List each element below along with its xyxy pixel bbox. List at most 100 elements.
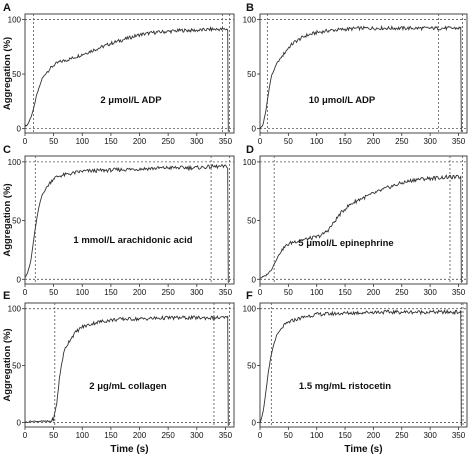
x-tick-label: 300 [423,288,437,297]
x-tick-label: 0 [258,288,263,297]
x-tick-label: 150 [104,431,118,440]
y-tick-label: 0 [252,125,257,134]
agonist-label: 1.5 mg/mL ristocetin [299,381,391,392]
x-tick-label: 250 [161,431,175,440]
x-tick-label: 50 [49,431,58,440]
x-tick-label: 350 [452,431,466,440]
plot-frame [24,302,235,428]
panel-letter: F [246,290,253,302]
x-tick-label: 0 [23,431,28,440]
y-tick-label: 100 [8,15,22,24]
plot-frame [24,13,235,134]
y-tick-label: 50 [12,70,21,79]
x-tick-label: 150 [104,137,118,146]
aggregation-trace [24,314,229,426]
aggregation-trace [24,163,229,283]
x-tick-label: 200 [133,288,147,297]
panel-letter: A [3,2,11,14]
x-tick-label: 300 [190,137,204,146]
y-tick-label: 100 [243,15,257,24]
panel-d: 0 50 100 150 200 250 300 350 0 50 100 D 5 μmol/L epi… [243,144,468,297]
agonist-label: 10 μmol/L ADP [309,95,376,106]
x-tick-label: 50 [49,137,58,146]
panel-c: 0 50 100 150 200 250 300 350 0 50 100 Aggregation (… [2,144,235,297]
x-tick-label: 350 [452,137,466,146]
x-tick-label: 100 [76,431,90,440]
x-tick-label: 0 [258,431,263,440]
agonist-label: 1 mmol/L arachidonic acid [73,235,192,246]
y-axis-label: Aggregation (%) [2,37,13,110]
aggregation-trace [259,24,462,132]
y-axis-label: Aggregation (%) [2,328,13,401]
plot-frame [24,155,235,285]
y-tick-label: 100 [8,158,22,167]
y-tick-label: 0 [252,275,257,284]
aggregation-trace [259,174,462,283]
x-tick-label: 250 [395,288,409,297]
y-tick-label: 0 [17,418,22,427]
x-tick-label: 50 [284,431,293,440]
y-axis-label: Aggregation (%) [2,183,13,256]
y-tick-label: 50 [247,217,256,226]
x-tick-label: 150 [338,431,352,440]
y-tick-label: 100 [243,305,257,314]
panel-letter: D [246,144,254,156]
x-tick-label: 150 [338,288,352,297]
x-tick-label: 350 [219,288,233,297]
y-tick-label: 50 [247,362,256,371]
y-tick-label: 0 [17,275,22,284]
x-tick-label: 350 [219,137,233,146]
panel-letter: B [246,2,254,14]
y-tick-label: 0 [17,125,22,134]
x-tick-label: 0 [23,288,28,297]
x-tick-label: 0 [23,137,28,146]
x-tick-label: 200 [133,431,147,440]
x-tick-label: 300 [190,288,204,297]
x-tick-label: 150 [338,137,352,146]
aggregation-trace [24,26,229,132]
agonist-label: 2 μg/mL collagen [89,381,167,392]
panel-letter: E [3,290,10,302]
y-tick-label: 100 [8,305,22,314]
x-tick-label: 50 [284,137,293,146]
x-tick-label: 250 [161,288,175,297]
x-tick-label: 250 [395,137,409,146]
panel-letter: C [3,144,11,156]
x-tick-label: 0 [258,137,263,146]
plot-frame [259,13,468,134]
x-tick-label: 100 [310,288,324,297]
plot-frame [259,302,468,428]
y-tick-label: 100 [243,158,257,167]
y-tick-label: 50 [247,70,256,79]
x-tick-label: 150 [104,288,118,297]
x-axis-label: Time (s) [344,444,382,455]
x-tick-label: 50 [284,288,293,297]
x-tick-label: 100 [310,137,324,146]
y-tick-label: 50 [12,217,21,226]
agonist-label: 5 μmol/L epinephrine [298,238,393,249]
x-tick-label: 350 [452,288,466,297]
x-tick-label: 250 [395,431,409,440]
x-tick-label: 300 [423,431,437,440]
x-tick-label: 100 [76,137,90,146]
x-tick-label: 200 [367,288,381,297]
y-tick-label: 50 [12,362,21,371]
panel-a: 0 50 100 150 200 250 300 350 0 50 100 Aggregation (… [2,2,235,146]
x-tick-label: 200 [367,137,381,146]
plot-frame [259,155,468,285]
x-tick-label: 300 [190,431,204,440]
panel-e: 0 50 100 150 200 250 300 350 0 50 100 Aggregation (… [2,290,235,455]
panel-f: 0 50 100 150 200 250 300 350 0 50 100 Time (s) F 1.5 … [243,290,468,455]
y-tick-label: 0 [252,418,257,427]
x-tick-label: 300 [423,137,437,146]
x-tick-label: 50 [49,288,58,297]
x-tick-label: 200 [133,137,147,146]
agonist-label: 2 μmol/L ADP [100,95,162,106]
aggregation-trace [259,308,462,426]
x-tick-label: 250 [161,137,175,146]
x-tick-label: 100 [76,288,90,297]
x-tick-label: 100 [310,431,324,440]
x-axis-label: Time (s) [110,444,148,455]
